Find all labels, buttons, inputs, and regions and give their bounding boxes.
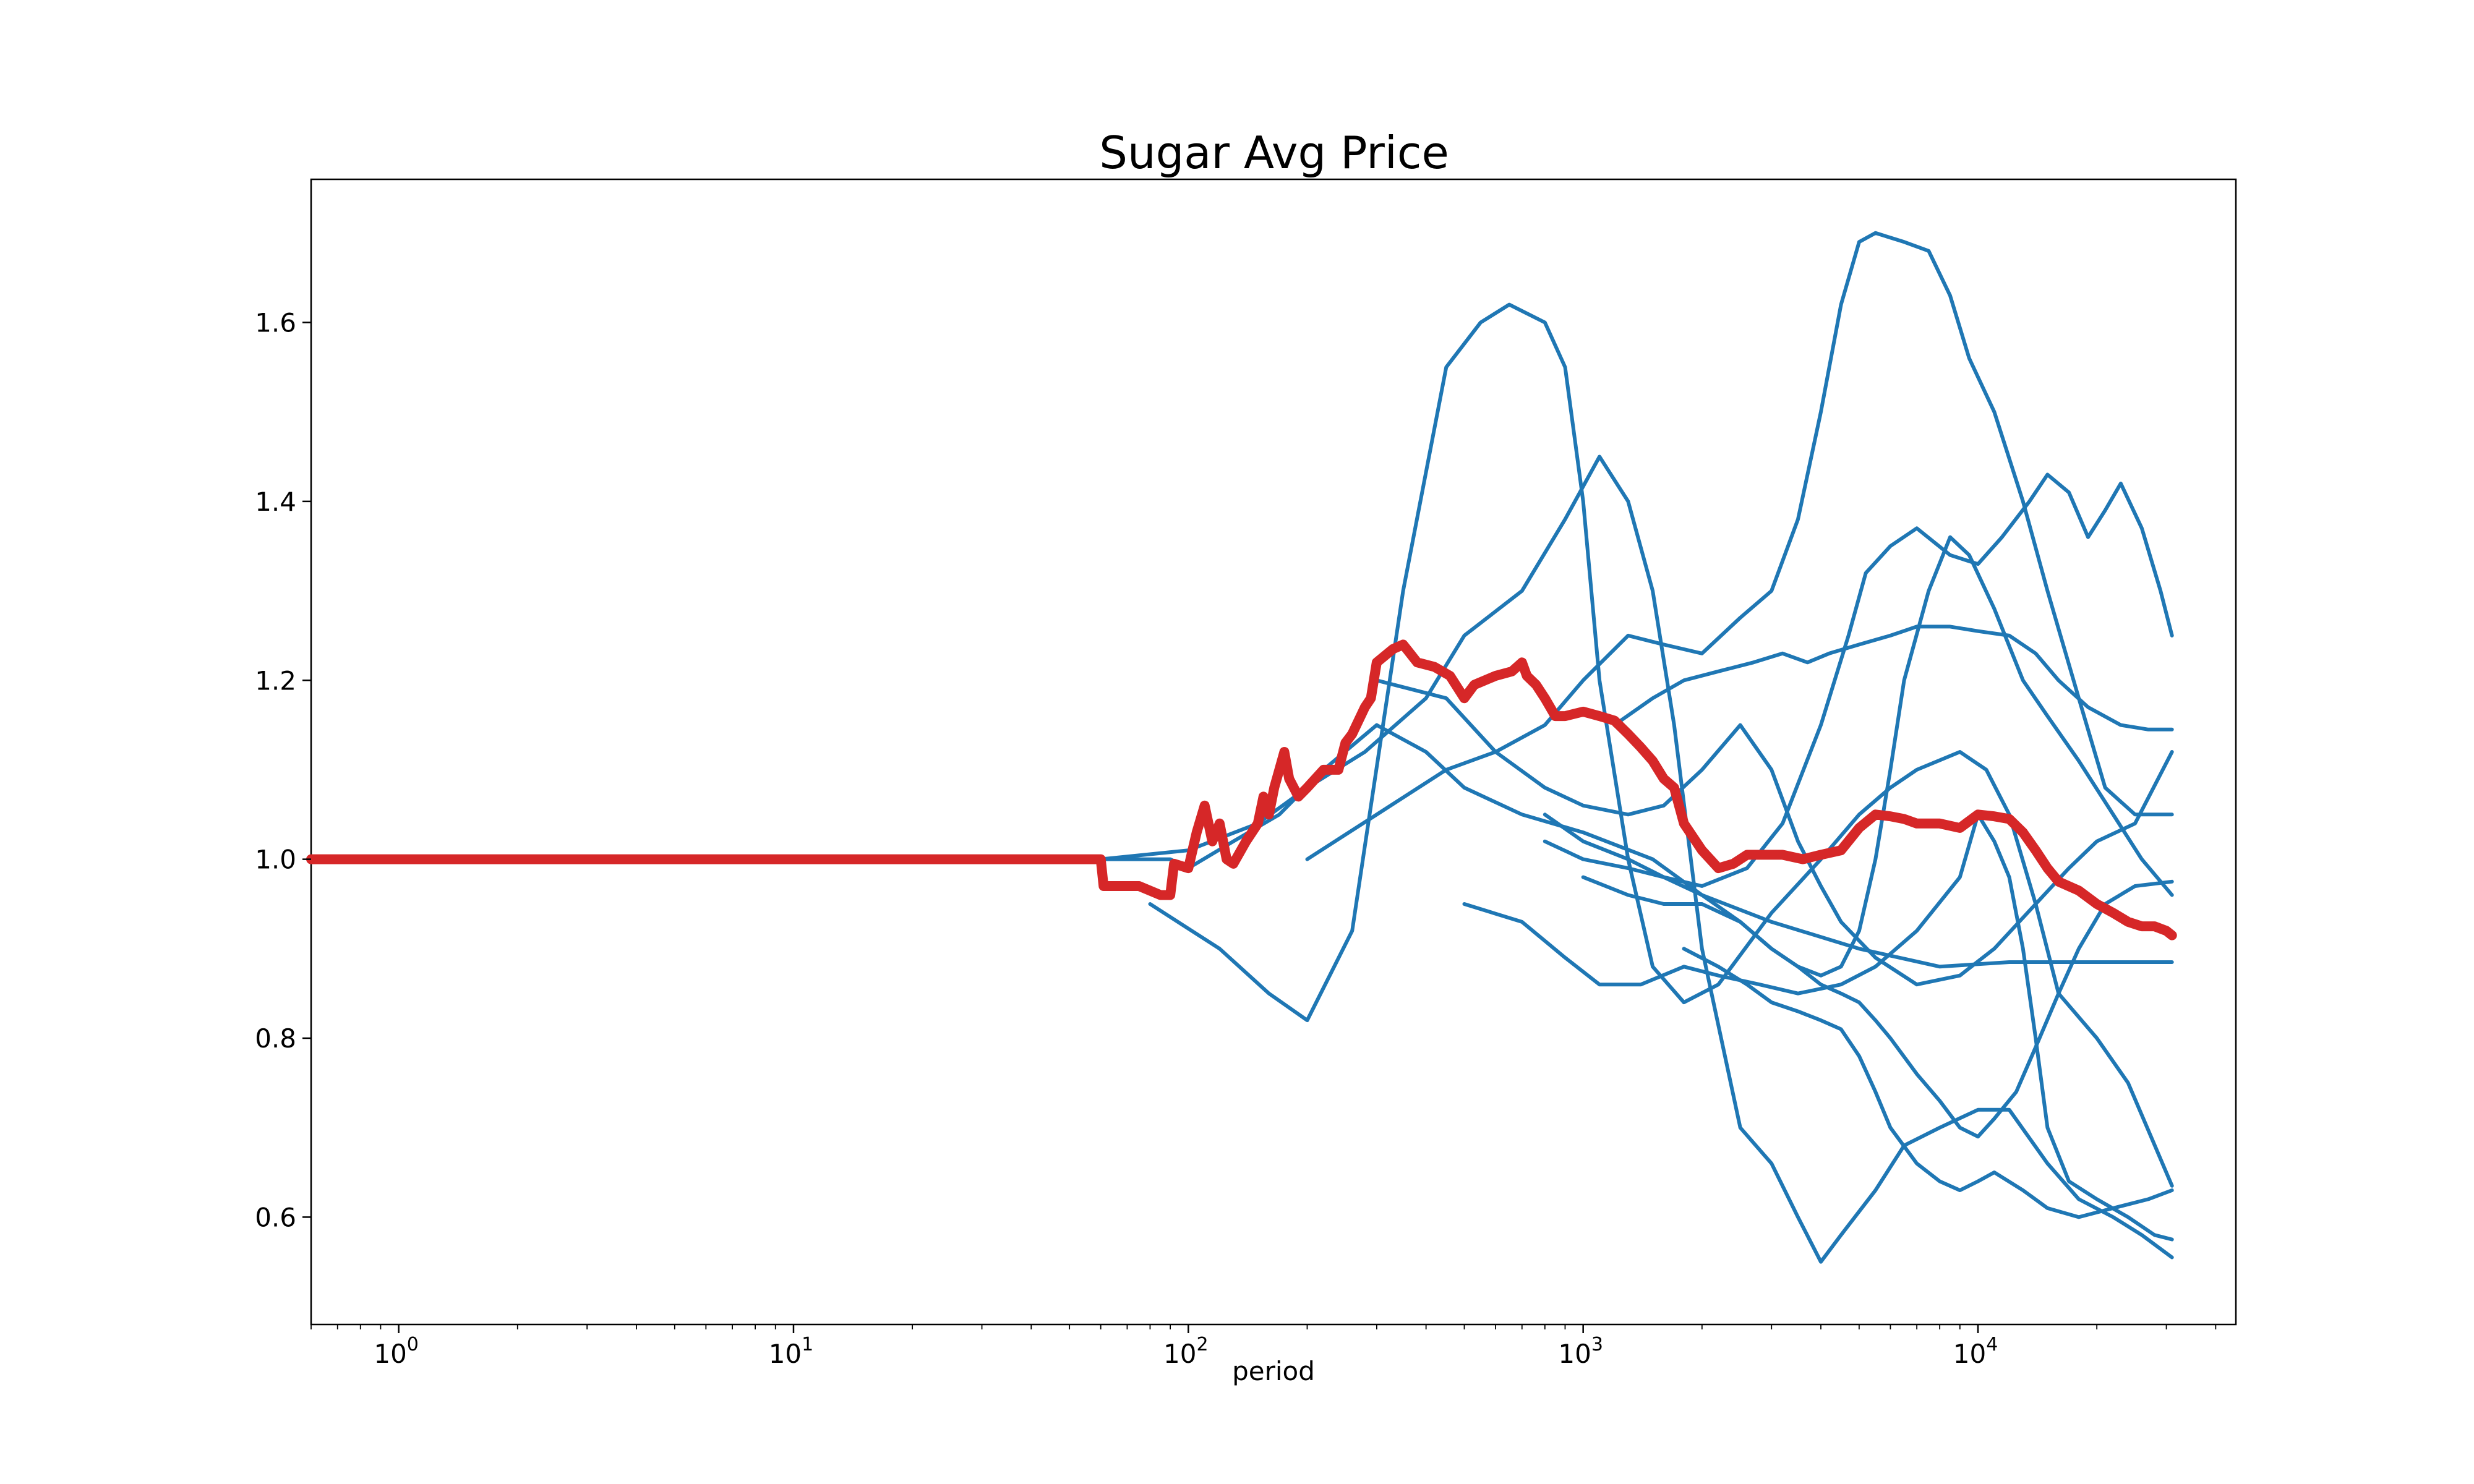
y-tick-label: 0.6	[255, 1202, 296, 1232]
y-axis: 0.6 0.8 1.0 1.2 1.4 1.6	[255, 308, 311, 1232]
series-layer	[306, 231, 2177, 1264]
x-axis-label: period	[1232, 1356, 1315, 1386]
run-series-line-9	[1581, 875, 2174, 1139]
y-tick-label: 0.8	[255, 1023, 296, 1054]
x-tick-label: 103	[1558, 1334, 1603, 1369]
x-tick-label: 101	[769, 1334, 814, 1369]
run-series-line-11	[1682, 947, 2174, 1219]
y-tick-label: 1.4	[255, 487, 296, 517]
x-axis: 100 101 102 103 104	[310, 1324, 2217, 1369]
run-series-line-1	[1098, 723, 2174, 969]
y-tick-label: 1.2	[255, 665, 296, 696]
y-tick-label: 1.0	[255, 845, 296, 875]
x-tick-label: 104	[1953, 1334, 1998, 1369]
run-series-line-7	[1543, 472, 2174, 888]
x-tick-label: 100	[374, 1334, 419, 1369]
run-series-line-4	[1305, 231, 2174, 861]
run-series-line-6	[1462, 812, 2174, 1242]
run-series-line-10	[1612, 625, 2174, 731]
x-tick-label: 102	[1163, 1334, 1209, 1369]
chart-title: Sugar Avg Price	[1099, 127, 1449, 179]
run-series-line-2	[1098, 454, 2174, 1264]
run-series-line-3	[1148, 302, 2174, 1188]
mean-series-line	[306, 639, 2177, 940]
y-tick-label: 1.6	[255, 308, 296, 338]
run-series-line-5	[1374, 678, 2174, 987]
plot-area-frame	[310, 178, 2237, 1326]
